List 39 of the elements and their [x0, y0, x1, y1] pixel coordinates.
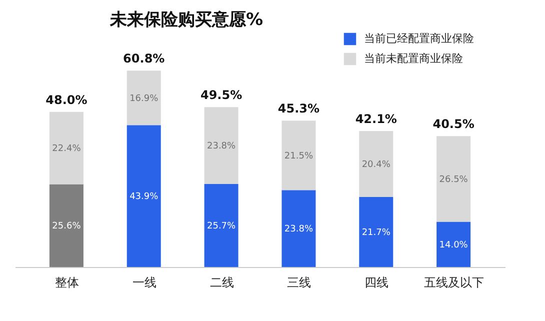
data-label: 16.9%	[130, 94, 159, 104]
bar	[126, 125, 161, 267]
data-label: 20.4%	[362, 160, 391, 170]
total-label: 42.1%	[355, 112, 397, 126]
total-label: 49.5%	[200, 88, 242, 102]
total-label: 45.3%	[278, 102, 320, 116]
data-label: 25.6%	[52, 222, 82, 232]
bar	[49, 184, 84, 267]
legend-label: 当前未配置商业保险	[364, 52, 463, 65]
x-tick-label: 五线及以下	[424, 276, 484, 290]
x-tick-label: 三线	[287, 276, 312, 290]
bar	[436, 222, 471, 267]
x-tick-label: 一线	[132, 276, 156, 290]
bar	[282, 190, 316, 267]
bar	[49, 112, 84, 184]
legend-label: 当前已经配置商业保险	[364, 32, 474, 45]
data-label: 26.5%	[439, 174, 468, 185]
data-label: 23.8%	[206, 142, 236, 152]
bar	[204, 107, 238, 184]
total-label: 60.8%	[123, 52, 165, 66]
data-label: 23.8%	[284, 224, 314, 235]
total-label: 48.0%	[46, 92, 88, 107]
chart-title: 未来保险购买意愿%	[109, 10, 264, 30]
bar	[359, 196, 394, 267]
x-tick-label: 整体	[54, 276, 79, 290]
x-tick-label: 四线	[364, 276, 389, 290]
data-label: 43.9%	[130, 192, 159, 202]
bar	[436, 136, 471, 222]
bar	[359, 130, 394, 197]
bar	[204, 184, 238, 267]
bar	[282, 120, 316, 190]
data-label: 22.4%	[52, 144, 82, 154]
total-label: 40.5%	[432, 117, 474, 132]
bar	[126, 70, 161, 126]
data-label: 21.5%	[284, 151, 314, 162]
data-label: 21.7%	[362, 228, 391, 238]
data-label: 25.7%	[206, 221, 236, 232]
data-label: 14.0%	[439, 240, 468, 250]
x-tick-label: 二线	[210, 276, 234, 290]
